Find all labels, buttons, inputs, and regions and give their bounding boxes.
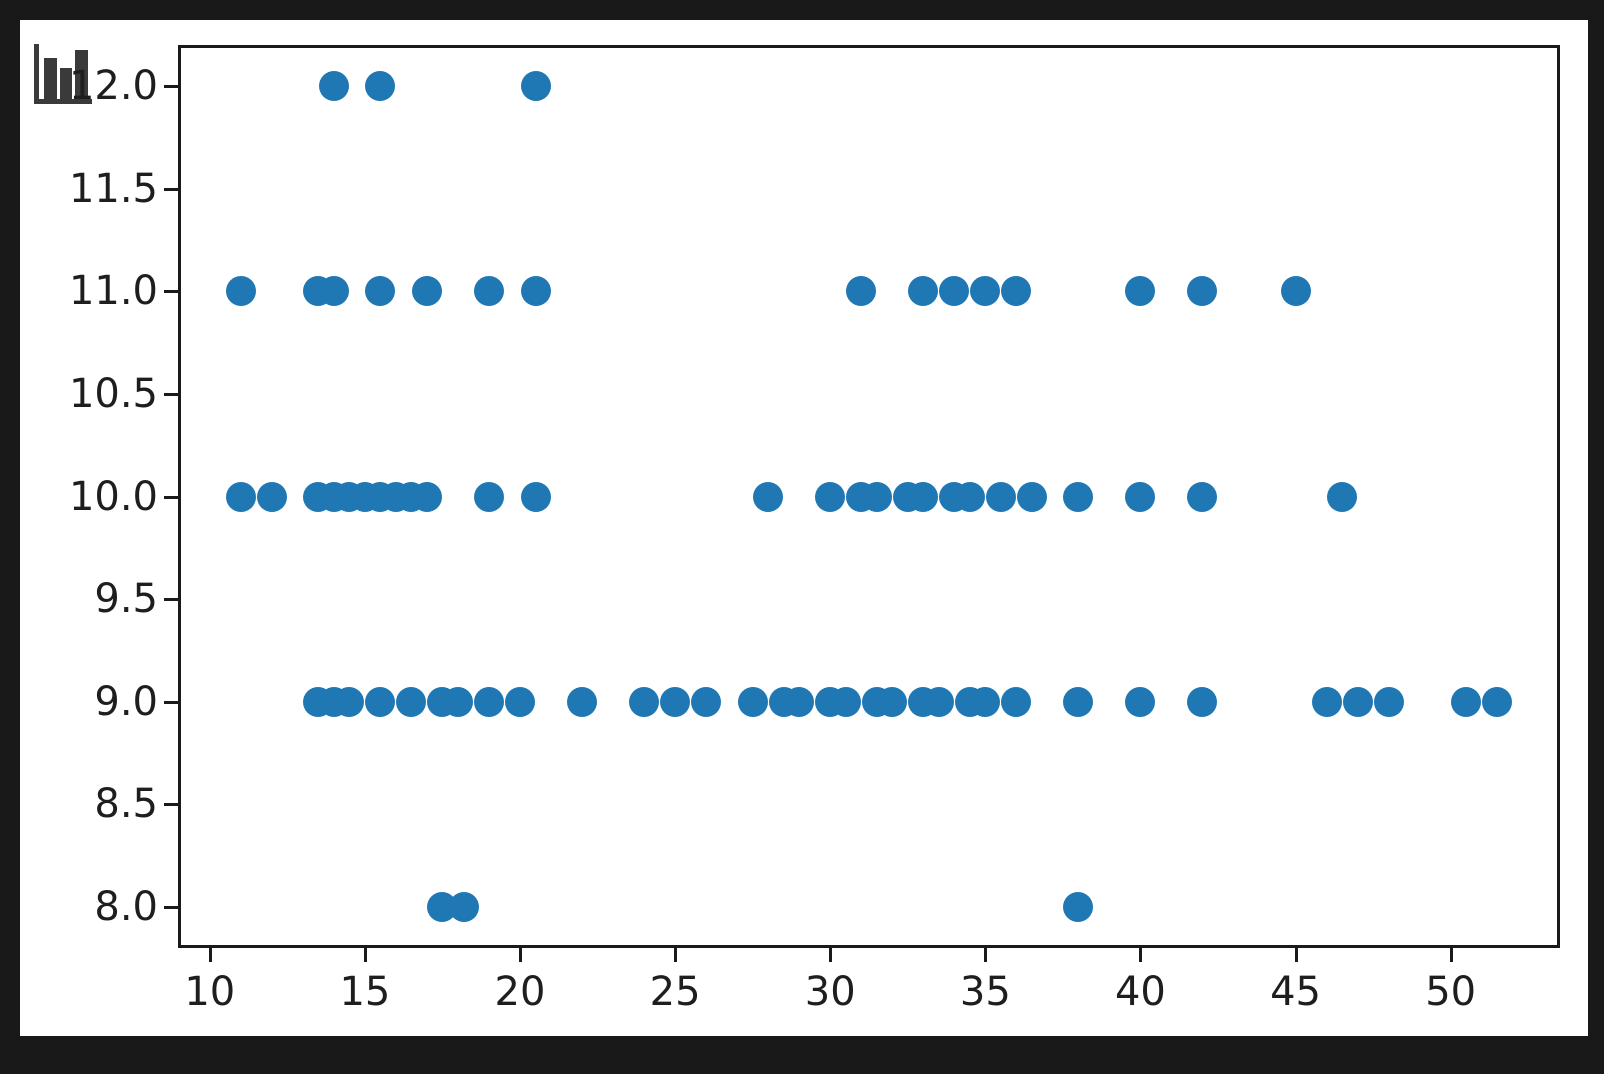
scatter-point: [846, 276, 877, 307]
scatter-point: [737, 686, 768, 717]
scatter-point: [830, 686, 861, 717]
scatter-point: [520, 71, 551, 102]
y-tick-mark: [164, 85, 178, 89]
scatter-point: [1187, 686, 1218, 717]
scatter-point: [411, 276, 442, 307]
scatter-point: [784, 686, 815, 717]
scatter-point: [1125, 276, 1156, 307]
scatter-point: [567, 686, 598, 717]
scatter-point: [256, 481, 287, 512]
scatter-point: [396, 686, 427, 717]
scatter-point: [520, 276, 551, 307]
scatter-point: [1327, 481, 1358, 512]
scatter-point: [473, 686, 504, 717]
y-tick-mark: [164, 905, 178, 909]
scatter-point: [629, 686, 660, 717]
y-tick-label: 8.5: [94, 781, 158, 828]
scatter-point: [225, 276, 256, 307]
scatter-point: [1001, 686, 1032, 717]
scatter-point: [1001, 276, 1032, 307]
x-tick-mark: [208, 948, 212, 962]
scatter-point: [1342, 686, 1373, 717]
scatter-point: [877, 686, 908, 717]
x-tick-label: 30: [804, 969, 856, 1015]
scatter-point: [1482, 686, 1513, 717]
x-tick-label: 20: [494, 969, 546, 1015]
x-tick-mark: [984, 948, 988, 962]
scatter-point: [449, 891, 480, 922]
y-tick-mark: [164, 495, 178, 499]
scatter-point: [1125, 686, 1156, 717]
x-tick-label: 45: [1270, 969, 1321, 1015]
scatter-point: [753, 481, 784, 512]
y-tick-label: 12.0: [68, 63, 158, 110]
scatter-point: [318, 276, 349, 307]
x-tick-label: 10: [184, 969, 236, 1015]
scatter-point: [861, 481, 892, 512]
y-tick-mark: [164, 392, 178, 396]
scatter-point: [505, 686, 535, 717]
scatter-point: [954, 481, 985, 512]
scatter-point: [939, 276, 970, 307]
scatter-point: [908, 276, 939, 307]
x-tick-label: 35: [959, 969, 1011, 1015]
x-tick-label: 15: [339, 969, 391, 1015]
x-tick-mark: [829, 948, 833, 962]
y-tick-mark: [164, 598, 178, 602]
scatter-point: [1063, 891, 1094, 922]
chart-panel: 10 15 20 25 30 35 40 45 50 8.0 8.5 9.0 9.5 10.0 10.5 1…: [20, 20, 1588, 1036]
scatter-point: [660, 686, 691, 717]
x-tick-mark: [1294, 948, 1298, 962]
scatter-point: [970, 686, 1001, 717]
scatter-point: [365, 71, 396, 102]
scatter-point: [1451, 686, 1482, 717]
y-tick-mark: [164, 700, 178, 704]
scatter-point: [970, 276, 1001, 307]
x-tick-mark: [1139, 948, 1143, 962]
scatter-point: [1016, 481, 1047, 512]
y-tick-label: 9.5: [94, 576, 158, 623]
y-tick-label: 10.5: [68, 370, 158, 417]
scatter-point: [365, 686, 396, 717]
y-tick-mark: [164, 187, 178, 191]
scatter-point: [1187, 276, 1218, 307]
scatter-point: [815, 481, 846, 512]
y-tick-label: 8.0: [94, 883, 158, 930]
x-tick-mark: [519, 948, 522, 962]
scatter-point: [1280, 276, 1311, 307]
scatter-point: [365, 276, 396, 307]
scatter-point: [334, 686, 365, 717]
scatter-point: [1063, 686, 1094, 717]
x-tick-label: 40: [1114, 969, 1166, 1015]
scatter-point: [1063, 481, 1094, 512]
y-tick-label: 11.0: [68, 268, 158, 315]
y-tick-label: 9.0: [94, 678, 158, 725]
scatter-point: [1187, 481, 1218, 512]
scatter-point: [225, 481, 256, 512]
scatter-point: [473, 481, 504, 512]
x-tick-mark: [674, 948, 678, 962]
x-tick-label: 50: [1425, 969, 1477, 1015]
y-tick-mark: [164, 290, 178, 294]
scatter-point: [1125, 481, 1156, 512]
scatter-point: [318, 71, 349, 102]
scatter-point: [442, 686, 473, 717]
scatter-point: [908, 481, 939, 512]
scatter-point: [1373, 686, 1404, 717]
x-tick-mark: [363, 948, 367, 962]
scatter-point: [985, 481, 1016, 512]
scatter-point: [691, 686, 722, 717]
scatter-point: [923, 686, 954, 717]
bar-chart-icon: [34, 44, 92, 104]
y-tick-mark: [164, 803, 178, 807]
y-tick-label: 10.0: [68, 473, 158, 520]
x-tick-mark: [1449, 948, 1453, 962]
scatter-point: [473, 276, 504, 307]
y-tick-label: 11.5: [68, 165, 158, 212]
scatter-point: [1311, 686, 1342, 717]
x-tick-label: 25: [649, 969, 701, 1015]
scatter-point: [411, 481, 442, 512]
scatter-point: [520, 481, 551, 512]
